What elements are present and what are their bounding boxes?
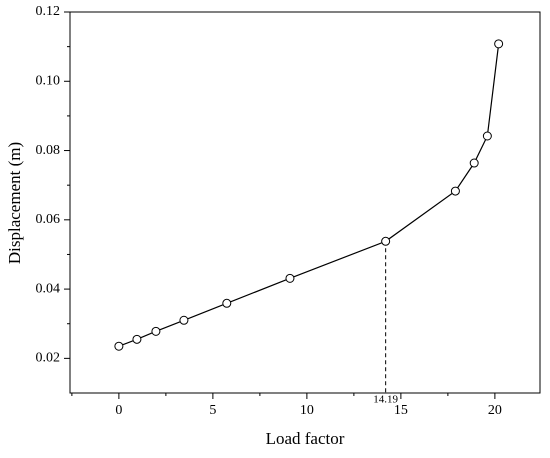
- y-tick-label: 0.08: [36, 143, 61, 158]
- x-tick-label: 5: [209, 403, 216, 418]
- point-marker: [114, 341, 124, 351]
- annotation-label: 14.19: [373, 394, 398, 406]
- point-marker: [381, 236, 391, 246]
- point-marker: [285, 273, 295, 283]
- y-tick-label: 0.06: [36, 212, 61, 227]
- series-line: [118, 43, 500, 347]
- y-axis-title: Displacement (m): [5, 142, 24, 264]
- y-tick-label: 0.10: [36, 73, 61, 88]
- x-axis-title: Load factor: [266, 429, 345, 448]
- point-marker: [482, 131, 492, 141]
- y-tick-label: 0.04: [36, 281, 61, 296]
- point-marker: [179, 315, 189, 325]
- y-tick-label: 0.02: [36, 351, 61, 366]
- x-tick-label: 0: [115, 403, 122, 418]
- x-tick-label: 15: [394, 403, 408, 418]
- y-tick-label: 0.12: [36, 4, 61, 19]
- point-marker: [151, 326, 161, 336]
- x-tick-label: 20: [488, 403, 502, 418]
- point-marker: [494, 39, 504, 49]
- point-marker: [132, 334, 142, 344]
- x-tick-label: 10: [300, 403, 314, 418]
- point-marker: [222, 298, 232, 308]
- point-marker: [469, 158, 479, 168]
- point-marker: [450, 186, 460, 196]
- plot-frame: [69, 11, 541, 394]
